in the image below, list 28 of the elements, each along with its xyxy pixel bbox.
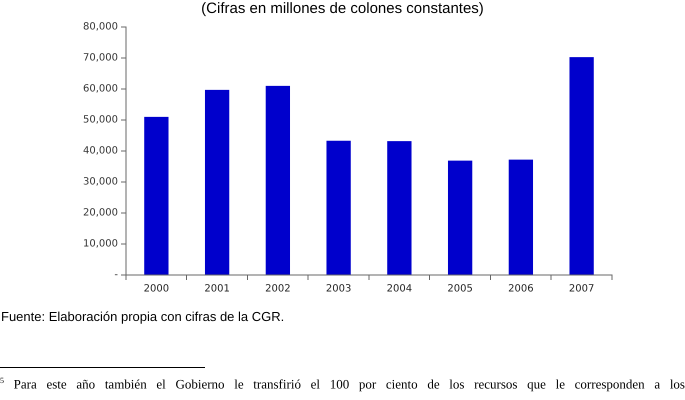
bar [387, 141, 412, 274]
text: $^{5}$ Para este año también el Gobierno le transfirió el 100 por ciento de los recursos que le corresponden a los [0, 376, 685, 392]
x-tick-label: 2004 [386, 284, 412, 295]
y-tick-label: 60,000 [82, 84, 118, 95]
bar [204, 90, 230, 274]
y-tick-label: 80,000 [82, 22, 118, 33]
bar [448, 160, 472, 274]
bar [144, 116, 169, 274]
x-tick-label: 2001 [204, 284, 230, 295]
bar [266, 86, 290, 274]
y-tick-label: 40,000 [82, 146, 118, 157]
x-tick-label: 2000 [144, 284, 170, 295]
bar [569, 57, 594, 274]
x-tick-label: 2007 [568, 284, 594, 295]
x-tick-label: 2006 [508, 284, 534, 295]
y-tick-label: 30,000 [82, 176, 118, 188]
y-tick-label: 50,000 [82, 114, 118, 126]
x-tick-label: 2005 [447, 284, 473, 295]
chart-title: (Cifras en millones de colones constantes) [200, 0, 485, 17]
y-tick-label: 10,000 [82, 238, 118, 250]
x-tick-label: 2003 [326, 284, 352, 295]
source-note: Fuente: Elaboración propia con cifras de la CGR. [1, 309, 284, 324]
bar [508, 160, 534, 274]
y-tick-label: - [114, 270, 118, 281]
x-tick-label: 2002 [265, 284, 291, 295]
bar [326, 140, 351, 274]
y-tick-label: 70,000 [82, 52, 118, 64]
y-tick-label: 20,000 [82, 208, 118, 219]
